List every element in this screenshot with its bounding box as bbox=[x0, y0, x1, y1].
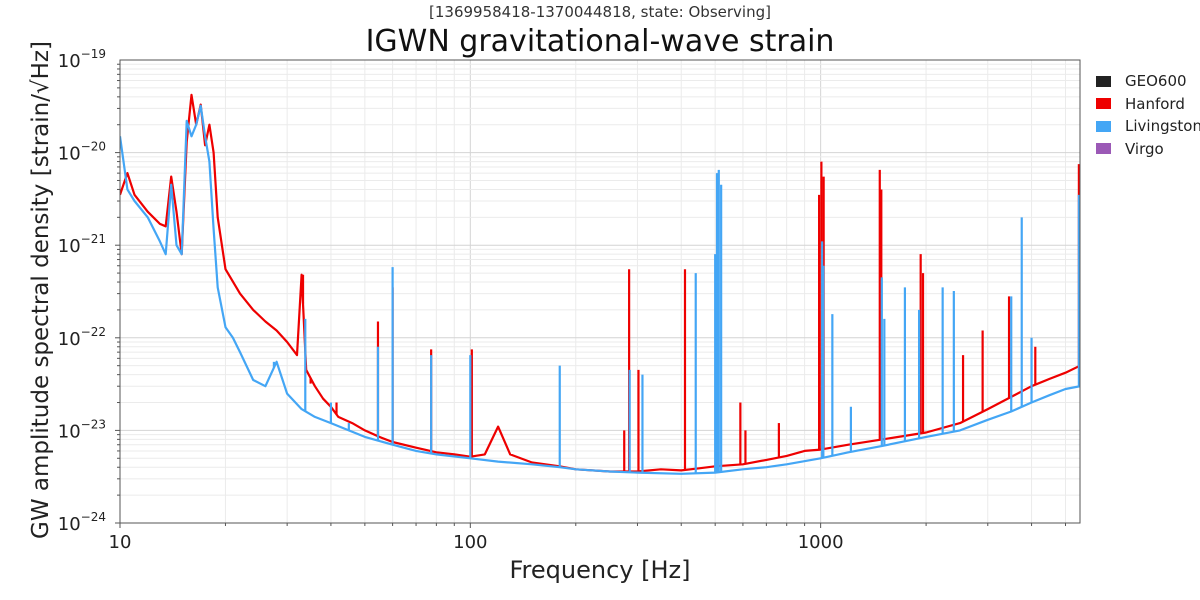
legend-swatch bbox=[1096, 98, 1111, 110]
chart-subtitle: [1369958418-1370044818, state: Observing… bbox=[429, 3, 771, 21]
legend-label: Hanford bbox=[1125, 94, 1185, 113]
chart-title: IGWN gravitational-wave strain bbox=[365, 24, 835, 59]
series-line-hanford bbox=[120, 93, 1080, 473]
plot-frame bbox=[119, 59, 1081, 524]
legend-label: Livingston bbox=[1125, 117, 1200, 136]
legend: GEO600 Hanford Livingston Virgo bbox=[1096, 70, 1200, 160]
legend-swatch bbox=[1096, 120, 1111, 132]
legend-swatch bbox=[1096, 75, 1111, 87]
legend-item-hanford[interactable]: Hanford bbox=[1096, 93, 1200, 116]
x-tick-label: 1000 bbox=[798, 532, 844, 553]
series-layer bbox=[120, 93, 1080, 475]
tick-layer: 10 100 1000 10−19 10−20 10−21 10−22 10−23 10−24 bbox=[58, 47, 1066, 553]
series-line-livingston bbox=[120, 104, 1080, 475]
x-tick-label: 10 bbox=[109, 532, 132, 553]
y-tick-label: 10−21 bbox=[58, 232, 106, 257]
legend-swatch bbox=[1096, 143, 1111, 155]
y-tick-label: 10−20 bbox=[58, 140, 106, 165]
legend-label: GEO600 bbox=[1125, 72, 1187, 91]
y-tick-label: 10−23 bbox=[58, 417, 106, 442]
y-tick-label: 10−24 bbox=[58, 510, 106, 535]
legend-item-virgo[interactable]: Virgo bbox=[1096, 138, 1200, 161]
legend-item-geo600[interactable]: GEO600 bbox=[1096, 70, 1200, 93]
y-tick-label: 10−19 bbox=[58, 47, 106, 72]
legend-label: Virgo bbox=[1125, 139, 1164, 158]
y-axis-label: GW amplitude spectral density [strain/√H… bbox=[28, 41, 54, 539]
x-tick-label: 100 bbox=[453, 532, 487, 553]
y-tick-label: 10−22 bbox=[58, 325, 106, 350]
x-axis-label: Frequency [Hz] bbox=[509, 556, 691, 584]
legend-item-livingston[interactable]: Livingston bbox=[1096, 115, 1200, 138]
grid bbox=[119, 60, 1080, 524]
